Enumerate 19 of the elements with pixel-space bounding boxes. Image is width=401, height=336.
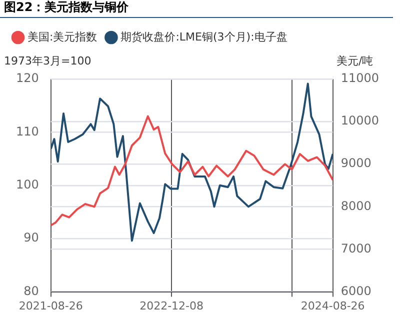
y2-tick-label: 11000 — [340, 71, 380, 86]
x-tick-label: 2021-08-26 — [18, 299, 83, 312]
y2-axis-title: 美元/吨 — [336, 54, 374, 68]
y2-tick-label: 6000 — [340, 284, 372, 298]
legend-label: 期货收盘价:LME铜(3个月):电子盘 — [120, 30, 288, 44]
chart-title: 图22：美元指数与铜价 — [0, 0, 393, 18]
x-tick-label: 2024-08-26 — [300, 299, 365, 312]
y-axis-title: 1973年3月=100 — [4, 54, 92, 68]
y-tick-label: 80 — [24, 284, 39, 298]
y2-tick-label: 9000 — [340, 156, 372, 170]
legend-label: 美国:美元指数 — [28, 30, 98, 44]
y-tick-label: 100 — [16, 178, 39, 192]
y2-tick-label: 8000 — [340, 198, 372, 213]
y2-tick-label: 10000 — [340, 114, 380, 128]
y2-tick-label: 7000 — [340, 241, 372, 256]
x-tick-label: 2022-12-08 — [140, 299, 204, 312]
y-tick-label: 110 — [16, 124, 39, 138]
y-tick-label: 90 — [24, 230, 39, 245]
y-tick-label: 120 — [16, 71, 39, 86]
